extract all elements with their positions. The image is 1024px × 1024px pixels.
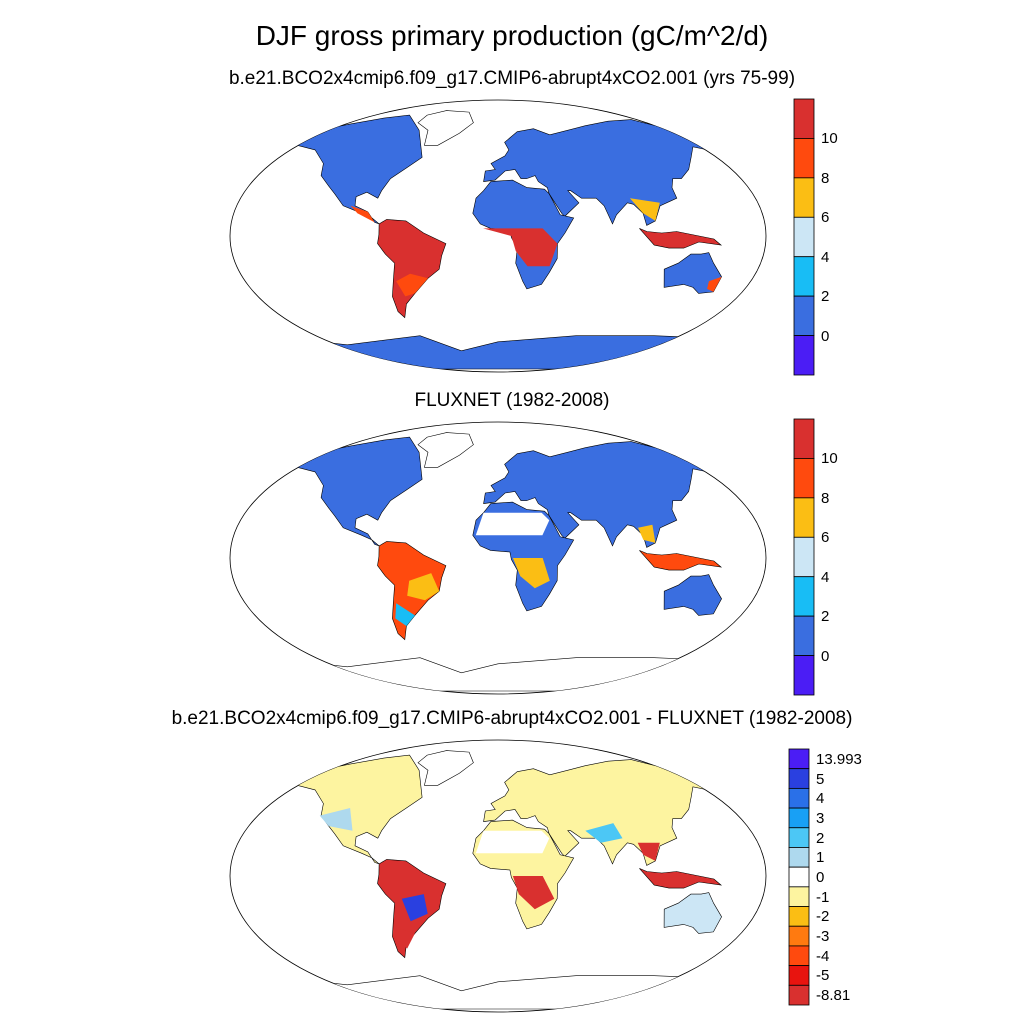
landmass-seasia	[639, 550, 723, 571]
landmass-eurasia	[483, 759, 733, 866]
colorbar-boxes	[788, 748, 810, 1006]
colorbar-swatch	[793, 216, 815, 258]
colorbar-tick-label: 4	[821, 248, 830, 266]
colorbar-tick-label: -5	[816, 967, 830, 985]
colorbar-swatch	[788, 787, 810, 809]
colorbar-swatch	[788, 886, 810, 907]
colorbar-tick-label: 8	[821, 489, 830, 507]
data-region	[637, 842, 660, 861]
colorbar-tick-label: 0	[821, 647, 830, 665]
data-region	[407, 573, 440, 601]
colorbar-swatch	[788, 906, 810, 927]
colorbar-tick-label: 0	[816, 869, 825, 886]
map-fluxnet	[229, 421, 767, 695]
colorbar-swatch	[793, 615, 815, 656]
panel-title-fluxnet: FLUXNET (1982-2008)	[414, 390, 610, 411]
colorbar-fluxnet: 0 2 4 6 8 10	[793, 418, 873, 696]
colorbar-swatch	[788, 748, 810, 770]
colorbar-swatch	[788, 984, 810, 1006]
colorbar-tick-label: -4	[816, 947, 830, 965]
data-region	[707, 276, 722, 292]
colorbar-tick-label: 4	[816, 790, 825, 808]
colorbar-swatch	[788, 768, 810, 789]
colorbar-tick-label: 3	[816, 809, 825, 827]
landmass-eurasia	[483, 119, 733, 226]
data-region	[512, 558, 550, 589]
data-region	[395, 928, 415, 949]
landmass-eurasia	[483, 441, 733, 548]
colorbar-tick-label: 6	[821, 209, 830, 227]
landmass-namerica	[276, 436, 423, 547]
landmass-australia	[663, 892, 722, 934]
colorbar-tick-label: 5	[816, 770, 825, 788]
data-region	[475, 512, 550, 536]
data-region	[396, 273, 428, 297]
landmass-australia	[663, 252, 722, 294]
colorbar-boxes	[793, 418, 815, 696]
colorbar-swatch	[793, 256, 815, 297]
panel-title-difference: b.e21.BCO2x4cmip6.f09_g17.CMIP6-abrupt4x…	[171, 708, 853, 729]
colorbar-tick-label: 10	[821, 450, 838, 468]
colorbar-swatch	[793, 138, 815, 179]
data-region	[319, 808, 353, 831]
colorbar-tick-label: 4	[821, 568, 830, 586]
colorbar-swatch	[793, 458, 815, 499]
data-region	[638, 524, 656, 543]
data-region	[483, 228, 558, 267]
landmass-greenland	[417, 110, 474, 146]
data-region	[475, 830, 550, 854]
landmass-namerica	[276, 114, 423, 225]
colorbar-tick-label: -8.81	[816, 987, 851, 1005]
colorbar-tick-label: -2	[816, 908, 830, 926]
colorbar-swatch	[793, 576, 815, 617]
colorbar-tick-label: -1	[816, 888, 830, 906]
colorbar-swatch	[788, 945, 810, 967]
colorbar-swatch	[788, 827, 810, 848]
colorbar-tick-label: 0	[821, 327, 830, 345]
data-region	[585, 823, 623, 843]
data-region	[629, 198, 660, 221]
panel-title-model: b.e21.BCO2x4cmip6.f09_g17.CMIP6-abrupt4x…	[228, 68, 796, 89]
landmass-greenland	[417, 750, 474, 786]
landmass-seasia	[639, 868, 723, 889]
colorbar-tick-label: 2	[821, 608, 830, 626]
colorbar-swatch	[788, 925, 810, 947]
map-model	[229, 99, 767, 373]
colorbar-swatch	[788, 965, 810, 986]
colorbar-tick-label: 6	[821, 529, 830, 547]
colorbar-tick-label: -3	[816, 928, 830, 946]
colorbar-tick-label: 2	[816, 829, 825, 847]
data-region	[395, 603, 415, 626]
colorbar-tick-label: 10	[821, 130, 838, 148]
colorbar-swatch	[793, 536, 815, 578]
figure-title: DJF gross primary production (gC/m^2/d)	[255, 20, 769, 51]
colorbar-swatch	[793, 177, 815, 218]
colorbar-model: 0 2 4 6 8 10	[793, 98, 873, 376]
colorbar-difference: 13.993 5 4 3 2 1 0 -1 -2 -3 -4 -5 -8.81	[788, 748, 888, 1006]
data-region	[401, 894, 428, 922]
colorbar-swatch	[793, 295, 815, 336]
colorbar-swatch	[793, 497, 815, 538]
colorbar-tick-label: 2	[821, 288, 830, 306]
colorbar-boxes	[793, 98, 815, 376]
landmass-greenland	[417, 432, 474, 468]
colorbar-swatch	[793, 98, 815, 139]
colorbar-swatch	[788, 847, 810, 868]
colorbar-swatch	[788, 866, 810, 888]
landmass-seasia	[639, 228, 723, 249]
landmass-samerica	[377, 219, 447, 319]
data-region	[350, 205, 375, 223]
colorbar-swatch	[788, 807, 810, 829]
colorbar-swatch	[793, 335, 815, 376]
data-region	[512, 876, 555, 910]
colorbar-tick-label: 13.993	[816, 750, 862, 768]
landmass-australia	[663, 574, 722, 616]
colorbar-tick-label: 8	[821, 169, 830, 187]
colorbar-tick-label: 1	[816, 849, 825, 867]
map-difference	[229, 739, 767, 1013]
colorbar-swatch	[793, 655, 815, 696]
colorbar-swatch	[793, 418, 815, 459]
